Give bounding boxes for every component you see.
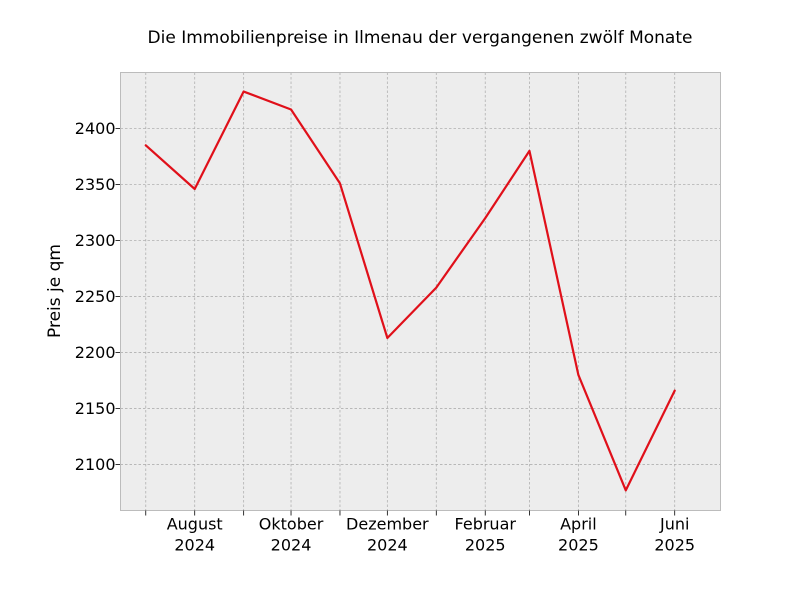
x-tick-label: April	[560, 515, 597, 534]
x-tick-label: Februar	[455, 515, 517, 534]
x-tick-label-year: 2024	[367, 536, 408, 555]
plot-area: 2100 2150 2200 2250 2300 2350 2400 August 2024 Ok…	[75, 72, 721, 555]
y-tick-label: 2150	[75, 399, 116, 418]
y-tick-label: 2400	[75, 119, 116, 138]
x-tick-label: Dezember	[346, 515, 429, 534]
x-tick-label: August	[167, 515, 223, 534]
y-tick-label: 2300	[75, 231, 116, 250]
series-line	[144, 90, 676, 492]
x-tick-label-year: 2024	[271, 536, 312, 555]
x-tick-label-year: 2025	[654, 536, 695, 555]
x-tick-label-year: 2025	[465, 536, 506, 555]
x-tick-label-year: 2025	[558, 536, 599, 555]
y-tick-label: 2100	[75, 455, 116, 474]
x-tick-label-year: 2024	[174, 536, 215, 555]
y-tick-label: 2250	[75, 287, 116, 306]
y-axis-label: Preis je qm	[45, 244, 65, 338]
x-tick-label: Oktober	[259, 515, 324, 534]
plot-frame	[120, 72, 721, 511]
y-tick-label: 2350	[75, 175, 116, 194]
x-tick-label: Juni	[659, 515, 689, 534]
plot-background	[120, 72, 721, 511]
y-tick-label: 2200	[75, 343, 116, 362]
chart-title: Die Immobilienpreise in Ilmenau der verg…	[148, 28, 693, 48]
